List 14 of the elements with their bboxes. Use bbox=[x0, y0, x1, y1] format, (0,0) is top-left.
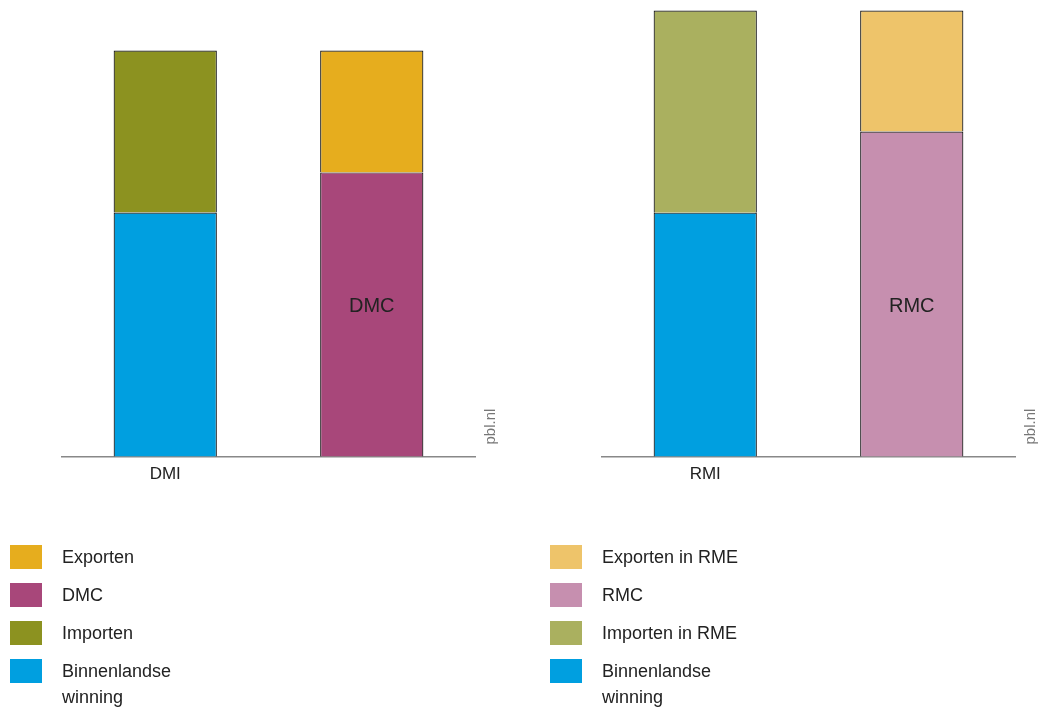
legend-label: Importen bbox=[62, 622, 135, 645]
legend-label: Binnenlandse winning bbox=[602, 660, 713, 709]
annotation: RMC bbox=[888, 294, 935, 317]
legend-label: Exporten bbox=[62, 546, 136, 569]
annotation: DMC bbox=[348, 294, 395, 317]
legend-label: RMC bbox=[602, 584, 644, 607]
legend-label: Exporten in RME bbox=[602, 546, 740, 569]
legend-label: DMC bbox=[62, 584, 104, 607]
text: pbl.nl bbox=[481, 409, 499, 445]
legend-label: Importen in RME bbox=[602, 622, 739, 645]
legend-label: Binnenlandse winning bbox=[62, 660, 173, 709]
text: pbl.nl bbox=[1021, 409, 1039, 445]
x-tick-label: RMI bbox=[689, 464, 721, 484]
x-tick-label: DMI bbox=[149, 464, 181, 484]
